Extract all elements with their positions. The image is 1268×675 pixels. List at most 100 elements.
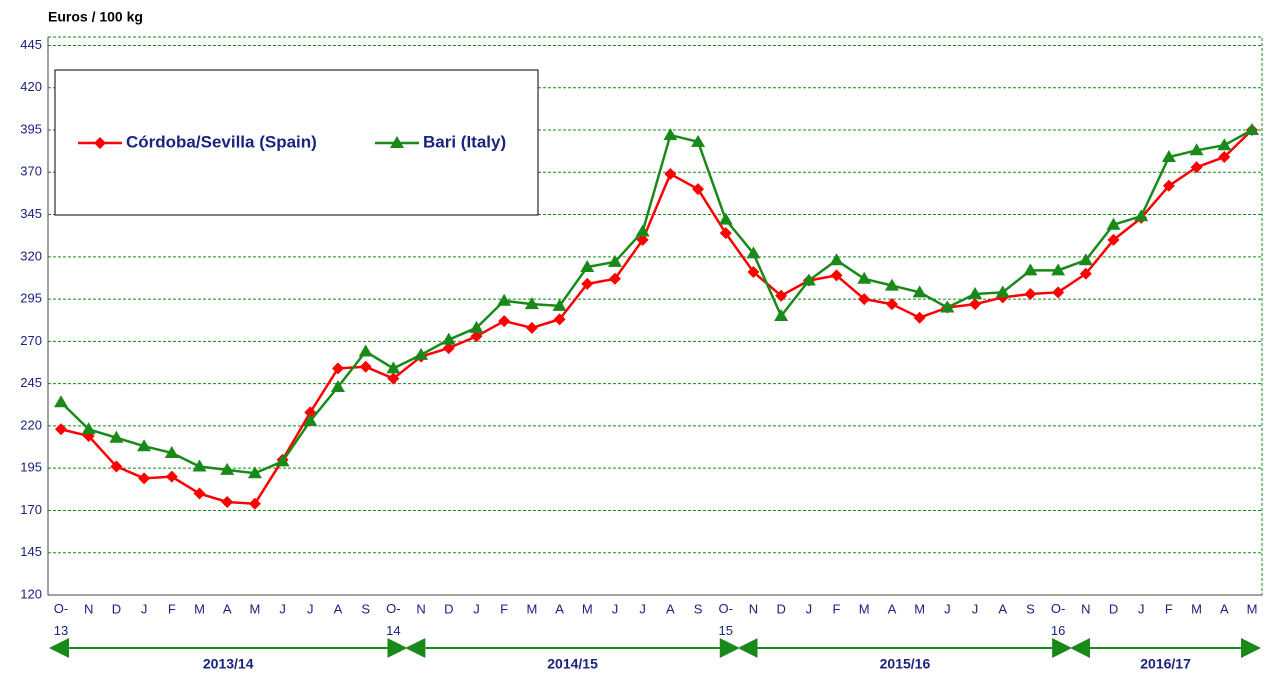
- point: [1079, 267, 1092, 280]
- x-tick-label: M: [1247, 601, 1258, 616]
- x-tick-label: A: [888, 601, 897, 616]
- point: [607, 254, 622, 267]
- point: [747, 266, 760, 279]
- season-label: 2013/14: [203, 656, 254, 672]
- season-label: 2014/15: [547, 656, 598, 672]
- point: [553, 313, 566, 326]
- x-tick-label: J: [972, 601, 979, 616]
- point: [358, 344, 373, 357]
- point: [608, 272, 621, 285]
- point: [1189, 143, 1204, 156]
- x-tick-label: A: [223, 601, 232, 616]
- x-tick-label: D: [1109, 601, 1118, 616]
- x-tick-label: M: [914, 601, 925, 616]
- x-tick-label: O-15: [719, 601, 733, 638]
- point: [330, 380, 345, 393]
- point: [275, 454, 290, 467]
- point: [1190, 161, 1203, 174]
- legend-box: [54, 69, 539, 216]
- point: [470, 330, 483, 343]
- point: [55, 423, 67, 436]
- point: [858, 293, 871, 306]
- x-tick-label: N: [416, 601, 425, 616]
- point: [801, 273, 816, 286]
- point: [109, 430, 124, 443]
- point: [969, 298, 982, 311]
- point: [1161, 150, 1176, 163]
- point: [386, 361, 401, 374]
- x-tick-label: A: [666, 601, 675, 616]
- y-tick-label: 120: [20, 586, 42, 601]
- x-tick-label: M: [194, 601, 205, 616]
- x-tick-label: M: [859, 601, 870, 616]
- legend-marker: [390, 136, 404, 148]
- point: [1162, 179, 1175, 192]
- point: [1078, 253, 1093, 266]
- point: [1217, 138, 1232, 151]
- x-tick-label: A: [998, 601, 1007, 616]
- point: [1023, 263, 1038, 276]
- point: [829, 253, 844, 266]
- point: [719, 227, 732, 240]
- x-tick-label: F: [168, 601, 176, 616]
- y-tick-label: 345: [20, 206, 42, 221]
- y-tick-label: 145: [20, 544, 42, 559]
- y-tick-label: 370: [20, 164, 42, 179]
- point: [303, 413, 318, 426]
- x-tick-label: D: [444, 601, 453, 616]
- x-tick-label: N: [84, 601, 93, 616]
- x-tick-label: N: [749, 601, 758, 616]
- y-tick-label: 170: [20, 502, 42, 517]
- point: [192, 459, 207, 472]
- point: [774, 309, 789, 321]
- series-line: [60, 128, 1253, 475]
- y-tick-label: 270: [20, 333, 42, 348]
- x-tick-label: S: [361, 601, 370, 616]
- point: [193, 487, 206, 500]
- point: [220, 462, 235, 475]
- point: [995, 285, 1010, 298]
- point: [746, 246, 761, 259]
- y-tick-label: 220: [20, 417, 42, 432]
- season-label: 2016/17: [1140, 656, 1191, 672]
- point: [1024, 288, 1037, 301]
- legend-marker: [94, 137, 106, 149]
- y-tick-label: 445: [20, 37, 42, 52]
- point: [580, 259, 595, 272]
- point: [1107, 233, 1120, 246]
- point: [664, 167, 677, 180]
- point: [691, 134, 706, 147]
- y-tick-label: 245: [20, 375, 42, 390]
- y-axis-label: Euros / 100 kg: [48, 9, 143, 25]
- point: [524, 297, 539, 310]
- point: [525, 321, 538, 334]
- point: [359, 360, 372, 373]
- legend-label: Bari (Italy): [423, 132, 506, 151]
- x-tick-label: A: [1220, 601, 1229, 616]
- season-label: 2015/16: [880, 656, 931, 672]
- point: [635, 224, 650, 237]
- point: [441, 332, 456, 345]
- x-tick-label: S: [1026, 601, 1035, 616]
- x-tick-label: M: [249, 601, 260, 616]
- x-tick-label: M: [1191, 601, 1202, 616]
- x-tick-label: J: [612, 601, 619, 616]
- point: [636, 233, 649, 246]
- x-tick-label: D: [776, 601, 785, 616]
- point: [968, 287, 983, 300]
- point: [414, 347, 429, 360]
- point: [1245, 123, 1259, 135]
- point: [912, 285, 927, 298]
- point: [387, 372, 400, 385]
- point: [830, 269, 843, 282]
- x-tick-label: D: [112, 601, 121, 616]
- point: [1134, 209, 1149, 222]
- point: [110, 460, 123, 473]
- y-tick-label: 420: [20, 79, 42, 94]
- point: [885, 298, 898, 311]
- x-tick-label: M: [526, 601, 537, 616]
- point: [1051, 263, 1066, 276]
- point: [581, 277, 594, 290]
- x-tick-label: F: [833, 601, 841, 616]
